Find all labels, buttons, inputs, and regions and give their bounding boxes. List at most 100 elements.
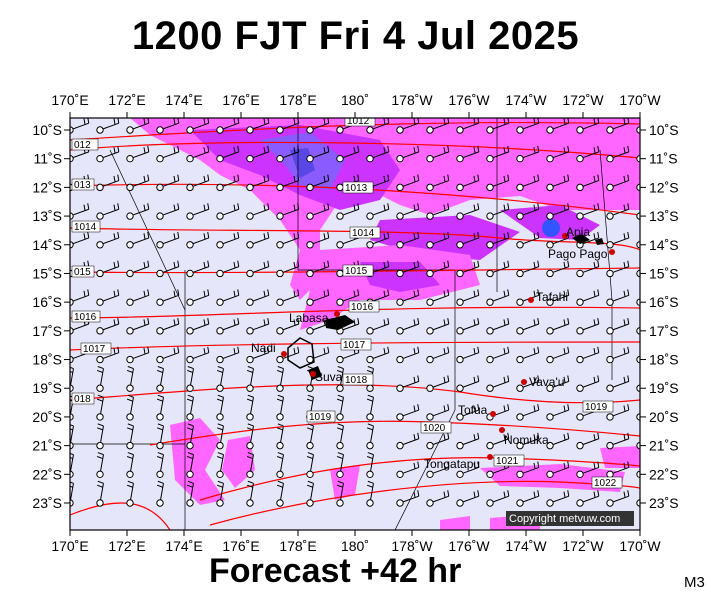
wind-barb bbox=[276, 318, 300, 335]
place-label-tongatapu: Tongatapu bbox=[424, 457, 480, 471]
wind-barb bbox=[246, 174, 270, 192]
wind-barb bbox=[186, 260, 210, 278]
lat-label-left-0: 10˚S bbox=[32, 122, 62, 138]
tofua-marker bbox=[490, 411, 496, 417]
wind-barb bbox=[486, 490, 510, 507]
copyright-badge: Copyright metvuw.com bbox=[506, 511, 634, 526]
lat-label-left-10: 20˚S bbox=[32, 409, 62, 425]
wind-barb bbox=[426, 404, 450, 421]
wind-barb bbox=[126, 480, 134, 507]
svg-text:1021: 1021 bbox=[496, 456, 519, 467]
wind-barb bbox=[306, 423, 314, 450]
wind-barb bbox=[396, 404, 420, 421]
wind-barb bbox=[246, 118, 270, 134]
wind-barb bbox=[336, 366, 344, 392]
page-title: 1200 FJT Fri 4 Jul 2025 bbox=[131, 14, 580, 58]
tongatapu-marker bbox=[487, 454, 493, 460]
wind-barb bbox=[306, 260, 330, 278]
wind-barb bbox=[156, 145, 180, 163]
wind-barb bbox=[606, 346, 630, 364]
wind-barb bbox=[126, 394, 134, 421]
wind-barb bbox=[456, 145, 480, 163]
wind-barb bbox=[216, 174, 240, 192]
wind-barb bbox=[456, 231, 480, 249]
wind-barb bbox=[516, 375, 540, 392]
svg-text:1019: 1019 bbox=[309, 412, 332, 423]
wind-barb bbox=[216, 480, 224, 507]
nomuka-marker bbox=[499, 427, 505, 433]
isobar-label-1018b: 018 bbox=[71, 392, 95, 405]
place-label-tafahi: Tafahi bbox=[536, 290, 568, 304]
lat-label-right-10: 20˚S bbox=[649, 409, 679, 425]
wind-barb bbox=[96, 423, 104, 450]
wind-barb bbox=[576, 346, 600, 364]
lat-labels-right: 10˚S 11˚S 12˚S 13˚S 14˚S 15˚S 16˚S 17˚S 18˚S 19˚S… bbox=[649, 122, 679, 511]
wind-barb bbox=[576, 145, 600, 163]
place-label-tofua: Tofua bbox=[458, 403, 488, 417]
wind-barb bbox=[216, 318, 240, 335]
lat-label-left-4: 14˚S bbox=[32, 237, 62, 253]
lon-labels-bottom: 170˚E 172˚E 174˚E 176˚E 178˚E 180˚ 178˚W 176˚W 1… bbox=[51, 538, 661, 554]
wind-barb bbox=[426, 174, 450, 192]
lon-label-top-4: 178˚E bbox=[279, 92, 316, 108]
isobar-label-1017b: 1017 bbox=[80, 342, 112, 355]
wind-barb bbox=[96, 231, 120, 249]
wind-barb bbox=[276, 145, 300, 163]
wind-barb bbox=[456, 203, 480, 220]
wind-barb bbox=[156, 318, 180, 335]
wind-barb bbox=[576, 203, 600, 220]
wind-barb bbox=[336, 145, 360, 163]
wind-barb bbox=[396, 375, 420, 392]
svg-text:018: 018 bbox=[74, 394, 91, 405]
lon-label-bottom-10: 170˚W bbox=[619, 538, 661, 554]
wind-barb bbox=[306, 318, 330, 335]
place-label-nomuka: Nomuka bbox=[504, 433, 549, 447]
lon-label-bottom-1: 172˚E bbox=[108, 538, 145, 554]
wind-barb bbox=[366, 394, 374, 421]
wind-barb bbox=[456, 461, 480, 479]
wind-barb bbox=[276, 346, 300, 364]
tafahi-marker bbox=[528, 297, 534, 303]
svg-text:1019: 1019 bbox=[585, 402, 608, 413]
wind-barb bbox=[186, 423, 194, 450]
lat-label-right-13: 23˚S bbox=[649, 495, 679, 511]
wind-barb bbox=[546, 174, 570, 192]
lon-label-top-9: 172˚W bbox=[562, 92, 604, 108]
isobar-label-1020: 1020 bbox=[420, 421, 452, 434]
lon-label-bottom-8: 174˚W bbox=[505, 538, 547, 554]
wind-barb bbox=[276, 174, 300, 192]
place-markers bbox=[281, 233, 615, 460]
wind-barb bbox=[516, 145, 540, 163]
wind-barb bbox=[70, 203, 90, 220]
place-label-nadi: Nadi bbox=[251, 341, 276, 355]
lon-label-top-8: 174˚W bbox=[505, 92, 547, 108]
svg-text:1012: 1012 bbox=[347, 116, 370, 127]
wind-barb bbox=[96, 346, 120, 364]
isobar-label-1012: 1012 bbox=[344, 116, 376, 127]
isobar-label-1017: 1017 bbox=[340, 338, 372, 351]
wind-barb bbox=[426, 318, 450, 335]
wind-barb bbox=[606, 432, 630, 450]
wind-barb bbox=[546, 404, 570, 421]
isobar-label-1016: 1016 bbox=[348, 300, 380, 313]
wind-barb bbox=[606, 404, 630, 421]
wind-barb bbox=[186, 203, 210, 220]
wind-barb bbox=[396, 461, 420, 479]
wind-barb bbox=[486, 203, 510, 220]
wind-barb bbox=[606, 203, 630, 220]
wind-barb bbox=[456, 318, 480, 335]
wind-barb bbox=[606, 260, 630, 278]
lat-label-left-13: 23˚S bbox=[32, 495, 62, 511]
svg-text:1016: 1016 bbox=[351, 302, 374, 313]
wind-barb bbox=[216, 452, 224, 479]
wind-barb bbox=[156, 480, 164, 507]
wind-barb bbox=[606, 145, 630, 163]
lat-label-right-5: 15˚S bbox=[649, 265, 679, 281]
labasa-marker bbox=[334, 311, 340, 317]
isobar-label-1013b: 013 bbox=[71, 178, 95, 191]
wind-barb bbox=[606, 174, 630, 192]
wind-barb bbox=[396, 231, 420, 249]
lon-label-top-10: 170˚W bbox=[619, 92, 661, 108]
lat-labels-left: 10˚S 11˚S 12˚S 13˚S 14˚S 15˚S 16˚S 17˚S 18˚S 19˚S… bbox=[32, 122, 62, 511]
wind-barb bbox=[456, 490, 480, 507]
